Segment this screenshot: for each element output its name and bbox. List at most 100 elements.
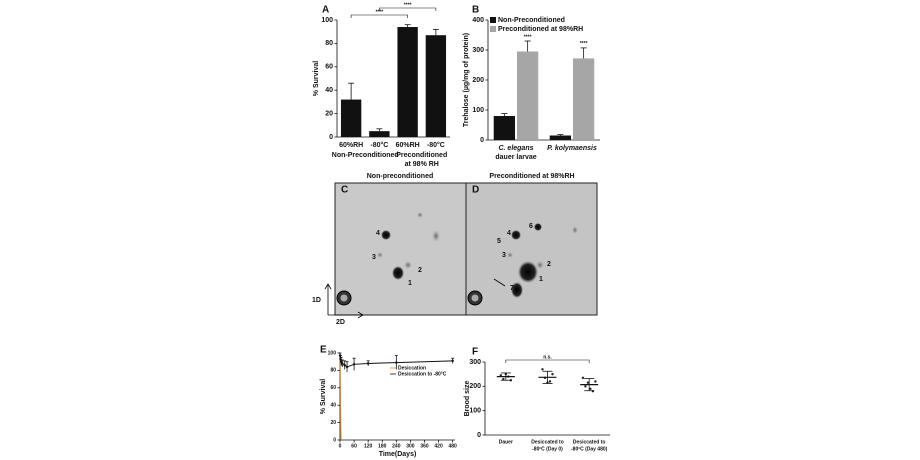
panel-title: Preconditioned at 98%RH [489,173,574,180]
x-tick-label: -80°C [370,141,388,149]
panel-letter: D [472,185,479,196]
bar [493,116,515,140]
point [589,387,592,390]
y-tick-label: 100 [469,408,481,415]
axis-label: 1D [312,297,321,304]
spot-label: 1 [539,276,543,283]
y-tick-label: 400 [472,17,484,24]
legend-swatch [490,26,496,32]
y-tick-label: 40 [330,403,336,409]
legend-label: Non-Preconditioned [498,17,565,24]
y-tick-label: 100 [472,107,484,114]
point [345,365,349,369]
spot-label: 4 [507,230,511,237]
x-tick-label: -80ºC (Day 480) [571,446,608,452]
point [339,360,343,363]
y-tick-label: 0 [477,432,481,439]
arrow-head [324,283,364,319]
point [548,380,552,383]
spot-label: 3 [502,252,506,259]
significance-bracket [350,14,408,18]
point [502,377,505,381]
y-tick-label: 100 [321,17,333,24]
significance-bracket [505,359,590,363]
y-tick-label: 80 [330,368,336,374]
legend-swatch [490,17,496,23]
x-tick-label: Desiccated to [531,439,564,445]
legend-label: Desiccation [398,365,426,371]
bar [397,27,418,137]
spot-label: 2 [418,267,422,274]
point [594,380,597,383]
significance-label: **** [375,9,383,15]
y-axis-title: Trehalose (µg/mg of protein) [463,33,470,127]
x-tick-label: 0 [339,443,342,449]
point [366,362,370,365]
y-axis-title: % Survival [313,61,320,96]
point [581,376,585,380]
x-tick-label: -80°C [427,141,445,149]
spot-label: 4 [376,230,380,237]
bar [425,35,447,137]
y-tick-label: 20 [330,420,336,426]
significance-label: **** [524,34,532,40]
y-tick-label: 0 [329,134,333,141]
x-tick-label: Dauer [499,439,513,445]
x-tick-label: 360 [420,443,429,449]
spot-label: 6 [529,223,533,230]
panel-letter: C [341,185,348,196]
legend-label: Desiccation to -80°C [398,371,447,377]
point [451,359,454,363]
point [395,361,398,364]
panel-letter: B [472,5,479,16]
point [352,363,356,366]
y-tick-label: 80 [325,40,333,47]
significance-label: **** [580,41,588,47]
significance-label: n.s. [543,354,552,360]
y-tick-label: 300 [472,47,484,54]
x-axis-title: Time(Days) [379,451,417,458]
panel-title: Non-preconditioned [367,173,434,180]
y-tick-label: 20 [325,110,333,117]
x-tick-label: 60%RH [339,142,363,149]
spot-label: 7 [510,285,514,292]
group-label: at 98% RH [405,161,439,168]
x-tick-label: 240 [392,443,401,449]
point [541,368,544,371]
y-tick-label: 60 [330,385,336,391]
x-tick-label: dauer larvae [495,154,536,161]
spot-label: 3 [372,254,376,261]
tlc-spots [336,212,578,306]
bar [549,135,571,140]
point [584,385,587,388]
spot-label: 5 [497,238,501,245]
point [499,374,503,377]
y-tick-label: 200 [469,383,481,390]
point [586,381,590,384]
x-tick-label: 420 [434,443,443,449]
y-tick-label: 200 [472,77,484,84]
y-tick-label: 100 [328,350,337,356]
point [341,362,344,365]
bar [340,99,362,137]
x-tick-label: 300 [406,443,415,449]
panel-letter: F [472,347,478,358]
spot-label: 1 [408,280,412,287]
bar [573,58,595,140]
point [551,372,554,376]
axis-label: 2D [336,319,345,326]
x-tick-label: 180 [378,443,387,449]
significance-bracket [379,7,437,11]
x-tick-label: 60 [351,443,357,449]
point [343,363,346,367]
y-tick-label: 300 [469,359,481,366]
x-tick-label: P. kolymaensis [547,145,597,152]
significance-label: **** [404,2,412,8]
bar [369,131,390,137]
legend-label: Preconditioned at 98%RH [498,26,583,33]
bar [517,51,539,140]
x-tick-label: 60%RH [396,142,420,149]
y-axis-title: % Survival [320,379,327,414]
